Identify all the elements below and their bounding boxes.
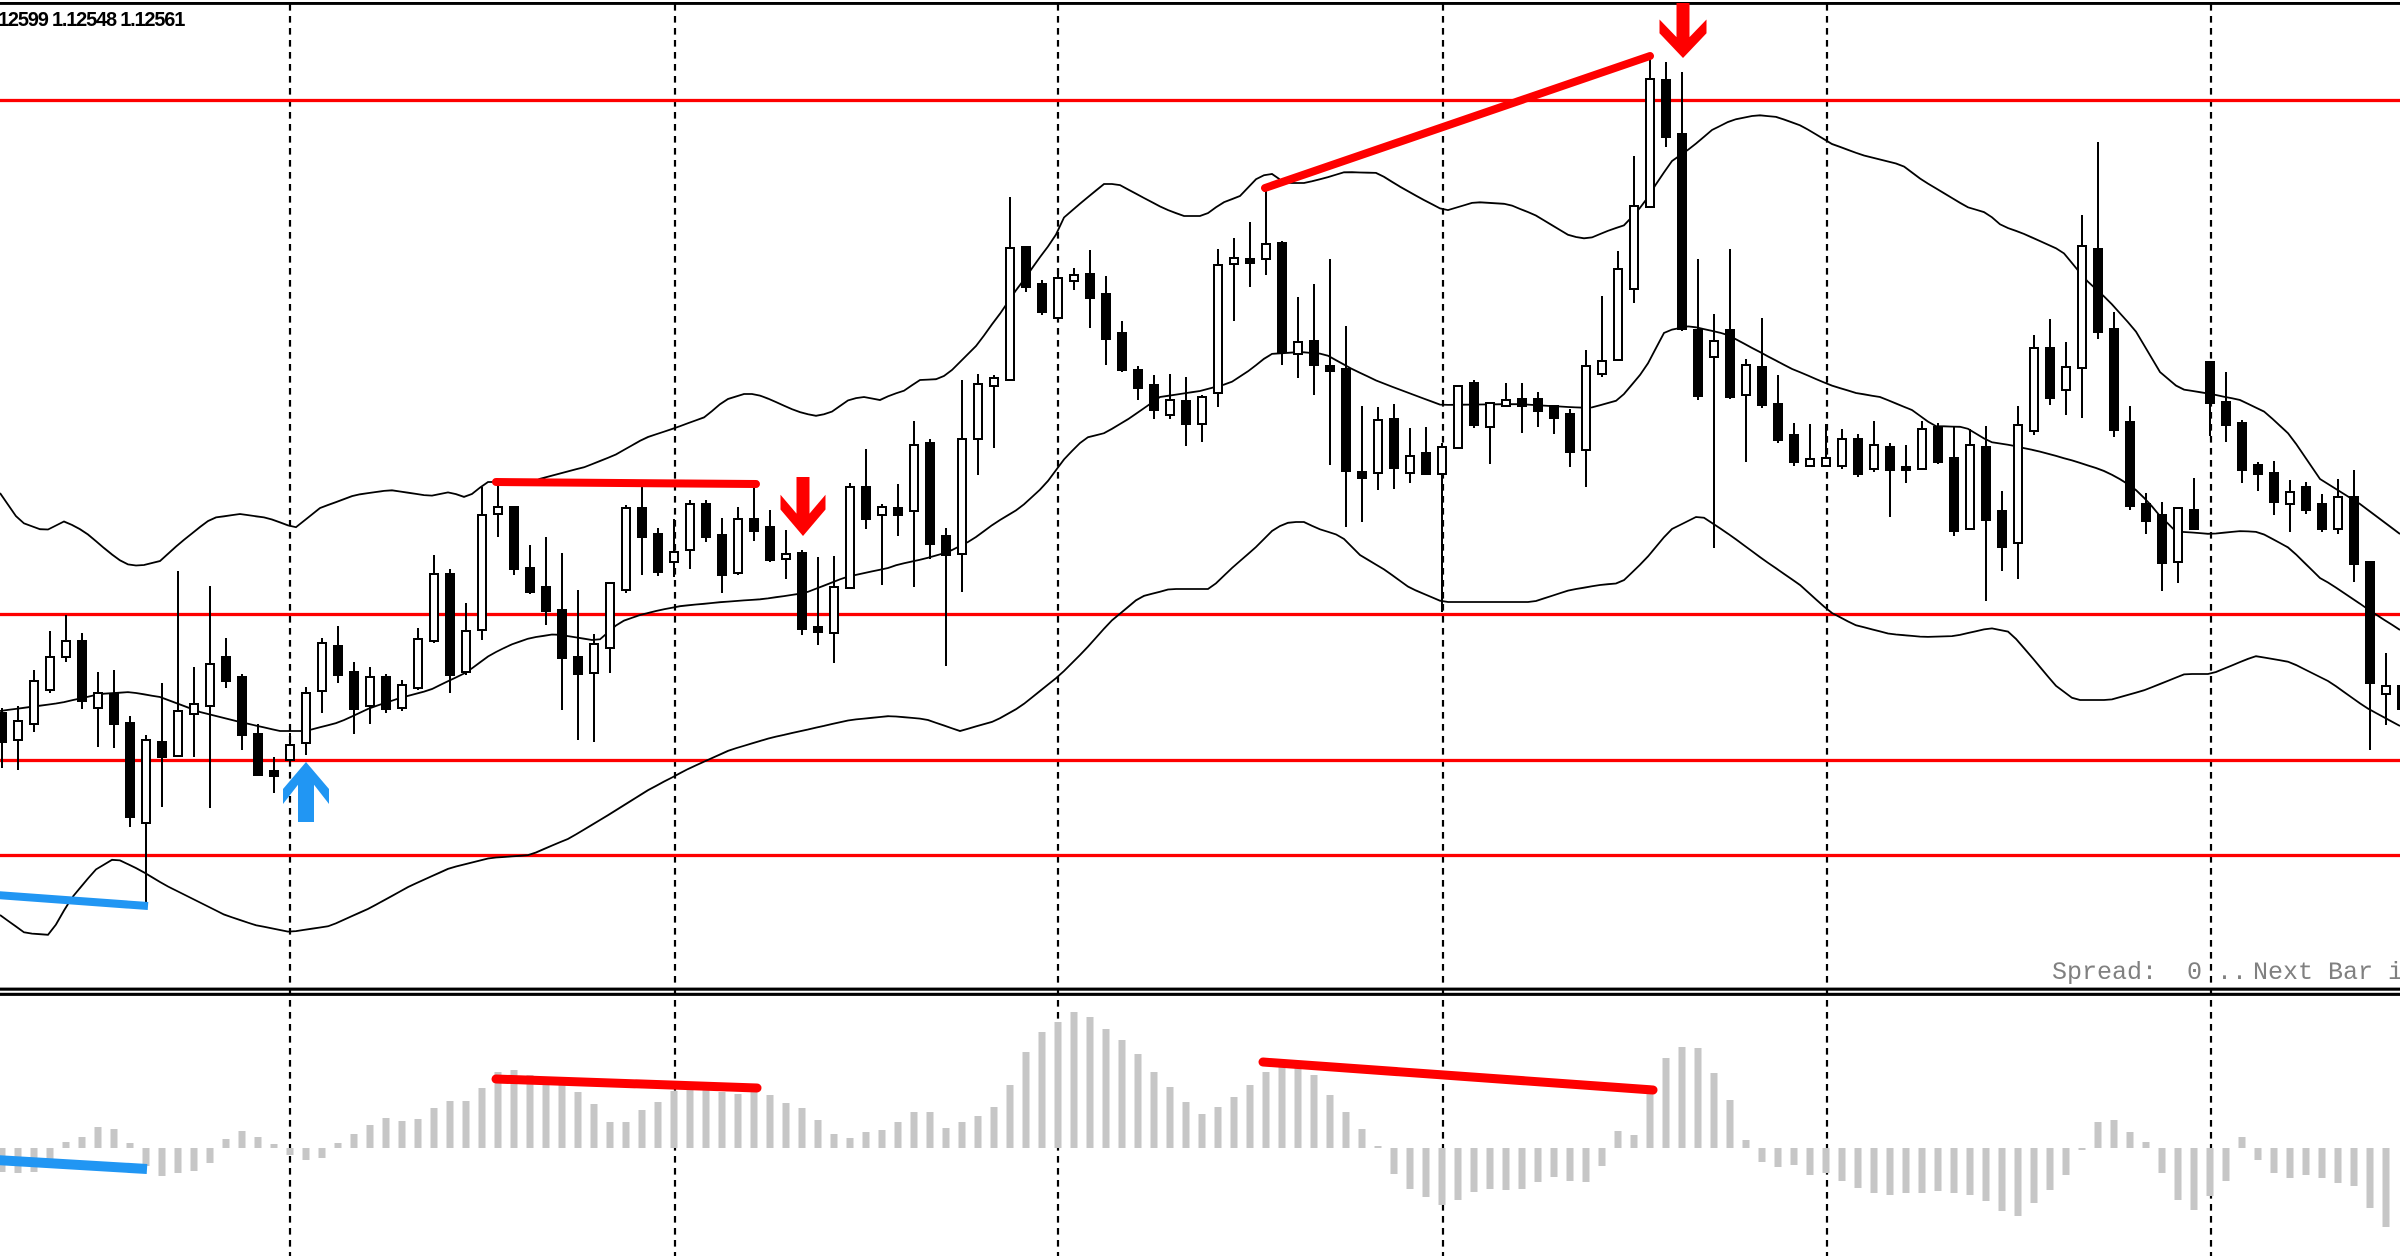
svg-text:Spread: 0 ..: Spread: 0 ..: [2052, 958, 2247, 987]
svg-text:12599 1.12548 1.12561: 12599 1.12548 1.12561: [0, 9, 185, 31]
svg-text:Next Bar in: Next Bar in: [2253, 958, 2400, 987]
